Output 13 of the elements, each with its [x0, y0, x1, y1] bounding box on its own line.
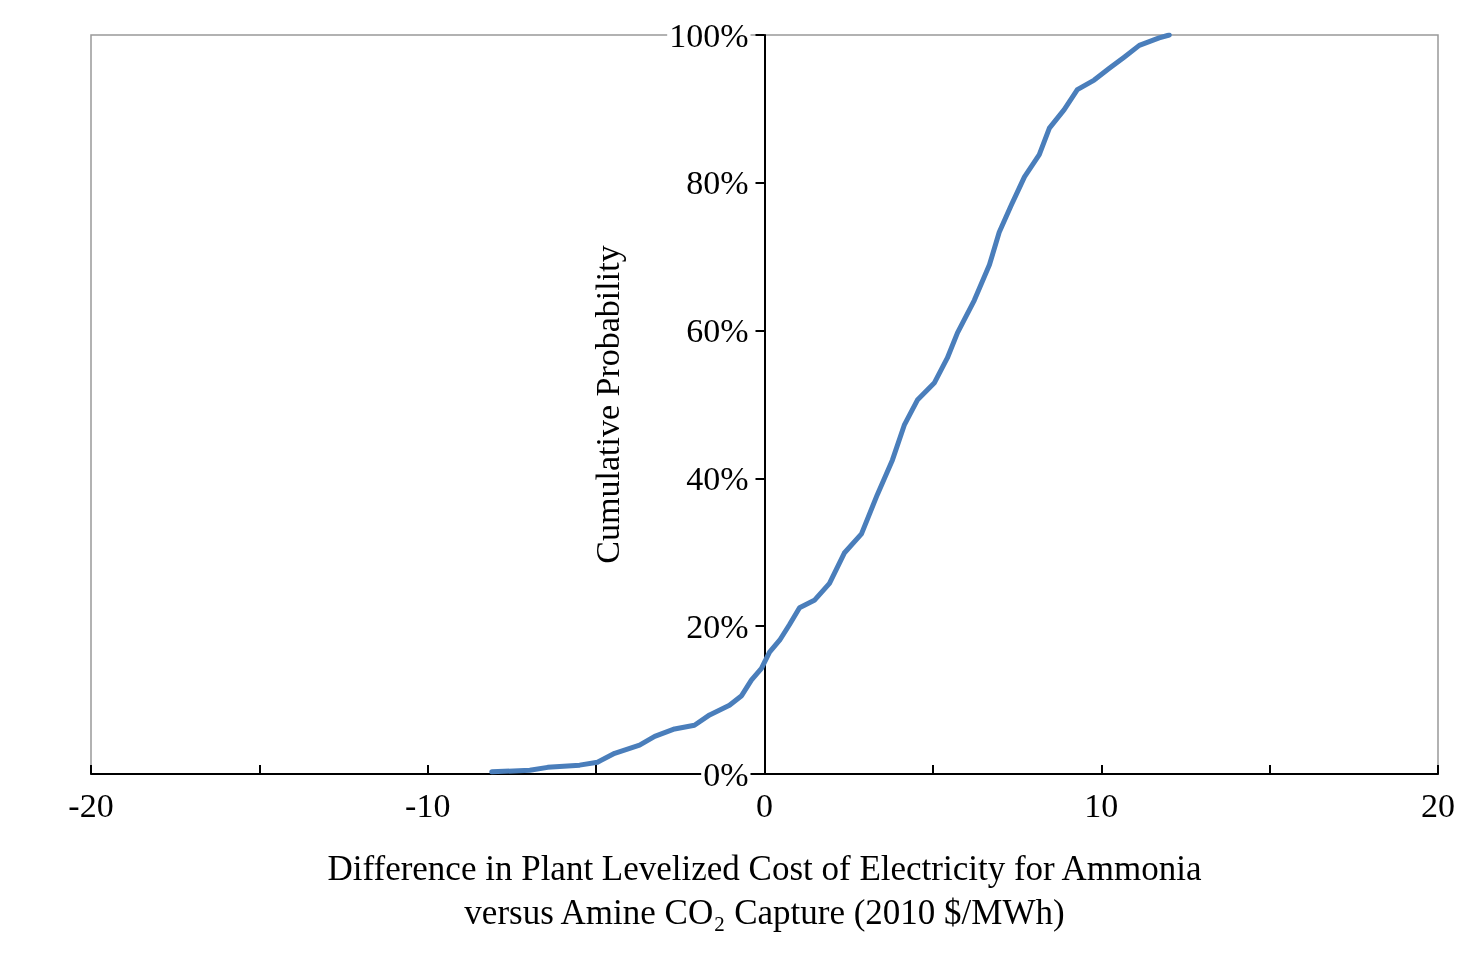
x-tick-label: -20 — [68, 786, 114, 824]
x-tick-label: 0 — [756, 786, 773, 824]
y-tick-label: 80% — [686, 164, 749, 202]
x-axis-title: Difference in Plant Levelized Cost of Electricity for Ammonia versus Amine CO₂ Capture (2010 $/MWh) — [327, 848, 1202, 932]
y-tick-label: 100% — [669, 16, 749, 54]
y-tick-label: 0% — [703, 755, 749, 793]
y-axis-title: Cumulative Probability — [589, 245, 626, 564]
x-tick-label: -10 — [405, 786, 451, 824]
y-tick-label: 60% — [686, 312, 749, 350]
x-tick-label: 20 — [1421, 786, 1455, 824]
x-tick-label: 10 — [1084, 786, 1119, 824]
y-tick-label: 20% — [686, 607, 749, 645]
y-tick-label: 40% — [686, 459, 749, 497]
